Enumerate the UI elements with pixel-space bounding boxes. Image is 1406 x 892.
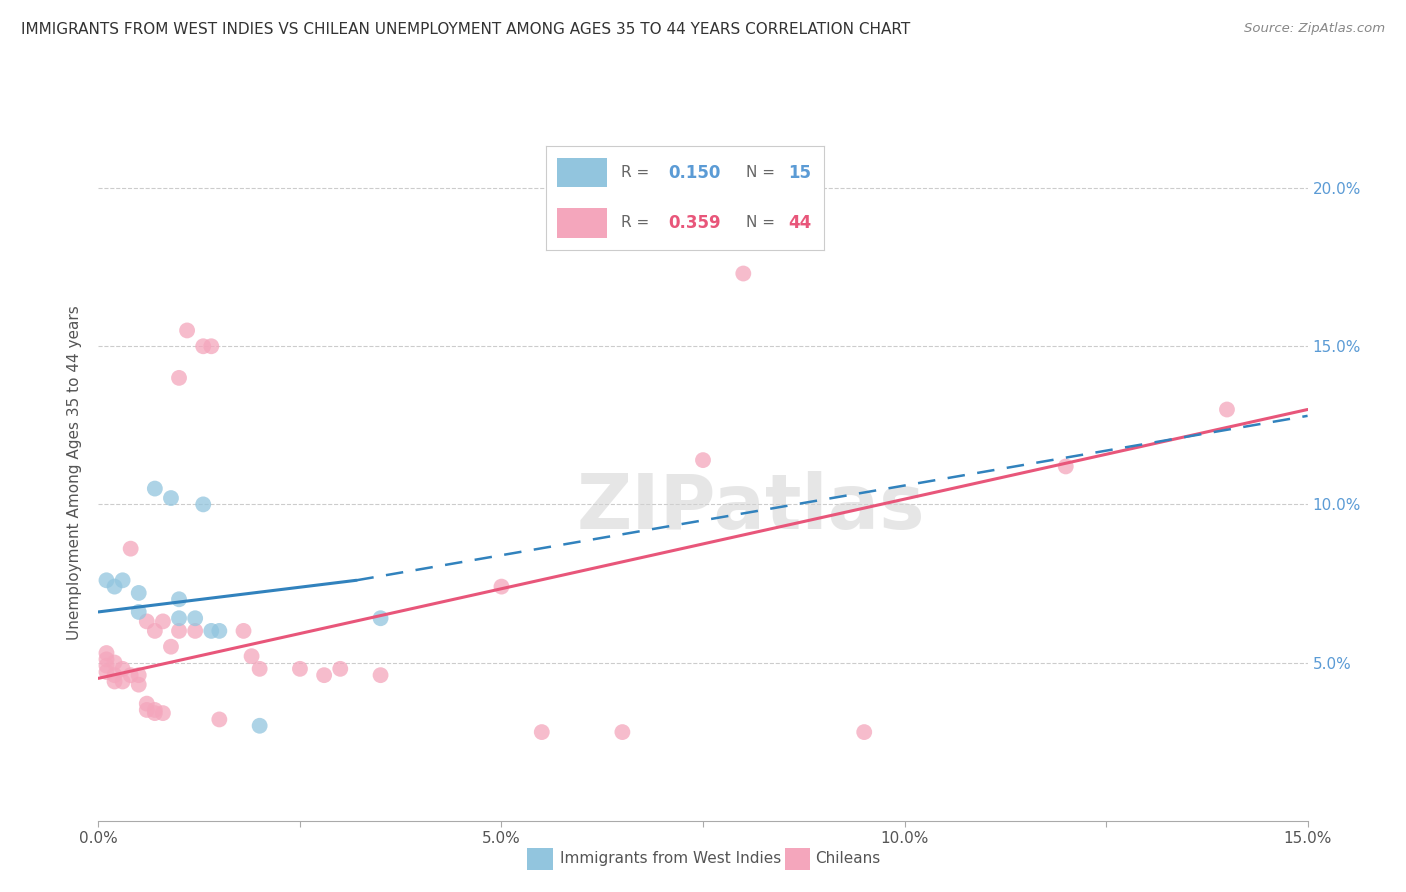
Text: ZIPatlas: ZIPatlas bbox=[576, 471, 925, 544]
Point bbox=[612, 725, 634, 739]
Point bbox=[249, 719, 271, 733]
Text: R =: R = bbox=[621, 216, 654, 230]
Point bbox=[96, 665, 118, 679]
Point bbox=[530, 725, 553, 739]
Point bbox=[167, 624, 190, 638]
Point bbox=[167, 371, 190, 385]
Point bbox=[96, 652, 118, 666]
Point bbox=[103, 656, 125, 670]
Point bbox=[128, 586, 150, 600]
Point bbox=[103, 580, 125, 594]
FancyBboxPatch shape bbox=[557, 209, 607, 237]
Point bbox=[111, 662, 134, 676]
Text: Source: ZipAtlas.com: Source: ZipAtlas.com bbox=[1244, 22, 1385, 36]
Point bbox=[128, 605, 150, 619]
Point bbox=[143, 706, 166, 720]
Y-axis label: Unemployment Among Ages 35 to 44 years: Unemployment Among Ages 35 to 44 years bbox=[67, 305, 83, 640]
Point bbox=[733, 267, 755, 281]
Point bbox=[314, 668, 336, 682]
Point bbox=[167, 611, 190, 625]
Point bbox=[167, 592, 190, 607]
Point bbox=[193, 339, 215, 353]
Point bbox=[184, 611, 207, 625]
Point bbox=[853, 725, 876, 739]
Point bbox=[135, 615, 157, 629]
Text: N =: N = bbox=[747, 216, 780, 230]
Point bbox=[200, 624, 222, 638]
Point bbox=[160, 491, 183, 505]
Point bbox=[103, 668, 125, 682]
Point bbox=[232, 624, 254, 638]
Point bbox=[370, 611, 392, 625]
Point bbox=[128, 668, 150, 682]
Point bbox=[152, 706, 174, 720]
Text: 44: 44 bbox=[787, 214, 811, 232]
Text: 0.359: 0.359 bbox=[668, 214, 721, 232]
Point bbox=[96, 574, 118, 588]
Text: Immigrants from West Indies: Immigrants from West Indies bbox=[560, 852, 780, 866]
Point bbox=[249, 662, 271, 676]
Text: 15: 15 bbox=[787, 164, 811, 182]
Point bbox=[160, 640, 183, 654]
Text: N =: N = bbox=[747, 165, 780, 180]
Point bbox=[184, 624, 207, 638]
Point bbox=[200, 339, 222, 353]
Point bbox=[1216, 402, 1239, 417]
FancyBboxPatch shape bbox=[557, 158, 607, 187]
Point bbox=[103, 674, 125, 689]
Point bbox=[193, 497, 215, 511]
Point bbox=[329, 662, 352, 676]
Point bbox=[96, 646, 118, 660]
Point bbox=[370, 668, 392, 682]
Point bbox=[135, 703, 157, 717]
Point bbox=[120, 541, 142, 556]
Point bbox=[176, 323, 198, 337]
Point bbox=[208, 713, 231, 727]
Point bbox=[111, 574, 134, 588]
Point bbox=[240, 649, 263, 664]
Point bbox=[208, 624, 231, 638]
Point bbox=[152, 615, 174, 629]
Point bbox=[96, 658, 118, 673]
Point bbox=[288, 662, 311, 676]
Point bbox=[692, 453, 714, 467]
Point bbox=[120, 668, 142, 682]
Point bbox=[143, 624, 166, 638]
Text: IMMIGRANTS FROM WEST INDIES VS CHILEAN UNEMPLOYMENT AMONG AGES 35 TO 44 YEARS CO: IMMIGRANTS FROM WEST INDIES VS CHILEAN U… bbox=[21, 22, 910, 37]
Text: 0.150: 0.150 bbox=[668, 164, 720, 182]
Point bbox=[135, 697, 157, 711]
Point bbox=[128, 678, 150, 692]
Point bbox=[143, 482, 166, 496]
Point bbox=[111, 674, 134, 689]
Point bbox=[143, 703, 166, 717]
Point bbox=[491, 580, 513, 594]
Text: R =: R = bbox=[621, 165, 654, 180]
Point bbox=[1054, 459, 1077, 474]
Text: Chileans: Chileans bbox=[815, 852, 880, 866]
